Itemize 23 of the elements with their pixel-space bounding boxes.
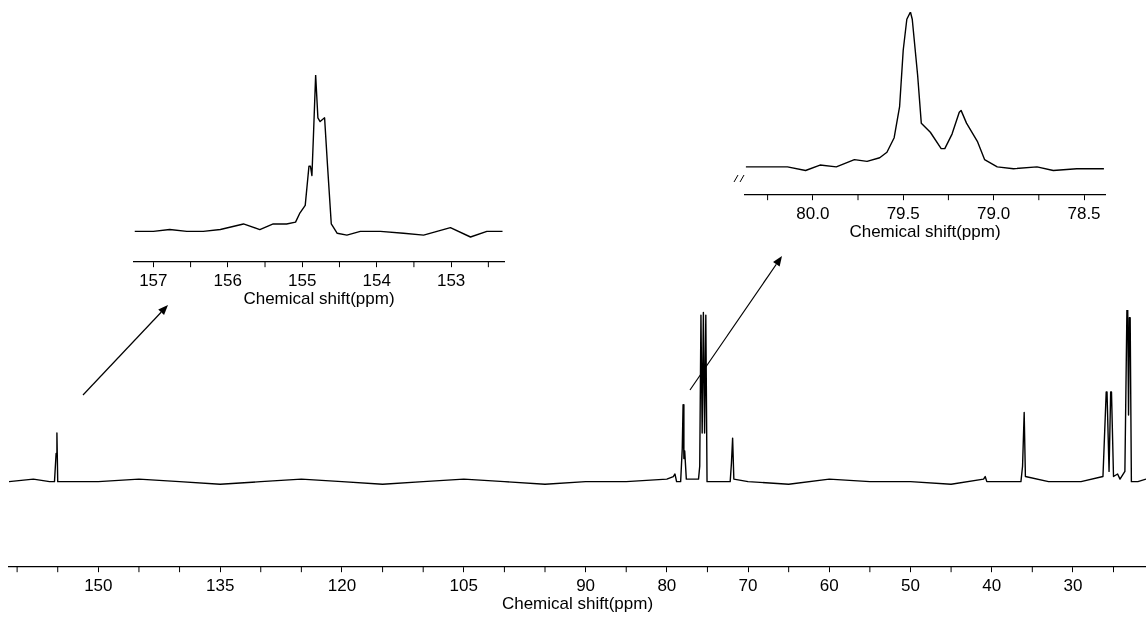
x-tick-label: 155 <box>288 271 317 291</box>
x-tick-label: 60 <box>819 576 839 596</box>
x-tick-label: 157 <box>139 271 168 291</box>
x-tick-label: 78.5 <box>1067 204 1101 224</box>
x-tick-label: 90 <box>576 576 596 596</box>
x-tick-label: 150 <box>84 576 113 596</box>
x-tick-label: 80 <box>657 576 677 596</box>
x-tick-label: 153 <box>436 271 466 291</box>
x-axis-title: Chemical shift(ppm) <box>849 222 1001 242</box>
x-tick-label: 105 <box>449 576 478 596</box>
x-tick-label: 120 <box>327 576 357 596</box>
x-tick-label: 79.5 <box>886 204 920 224</box>
x-tick-label: 79.0 <box>977 204 1011 224</box>
x-tick-label: 50 <box>901 576 920 596</box>
x-axis-title: Chemical shift(ppm) <box>501 594 654 614</box>
x-tick-label: 154 <box>362 271 391 291</box>
x-tick-label: 156 <box>213 271 242 291</box>
x-tick-label: 40 <box>982 576 1002 596</box>
x-tick-label: 135 <box>205 576 235 596</box>
x-tick-label: 80.0 <box>796 204 830 224</box>
x-axis-title: Chemical shift(ppm) <box>243 289 395 309</box>
x-tick-label: 70 <box>738 576 758 596</box>
x-tick-label: 30 <box>1063 576 1083 596</box>
